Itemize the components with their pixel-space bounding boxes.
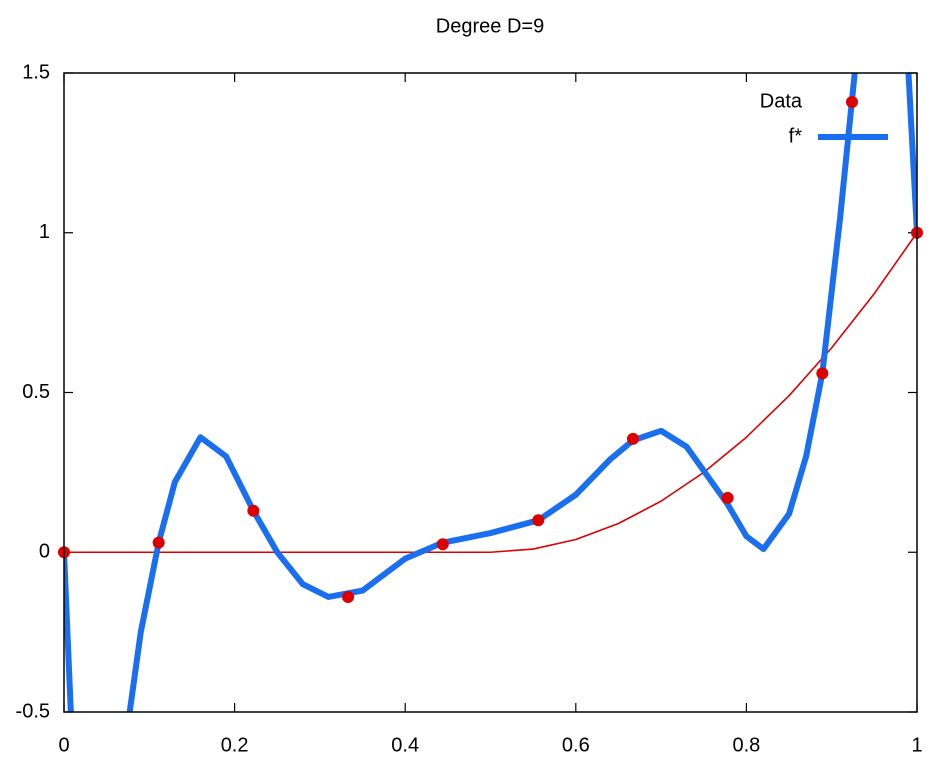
true-curve [64, 232, 917, 554]
x-tick-label: 0 [58, 734, 69, 756]
x-tick-label: 0.4 [391, 734, 419, 756]
x-tick-label: 1 [911, 734, 922, 756]
x-tick-label: 0.8 [732, 734, 760, 756]
data-point [532, 514, 545, 527]
y-tick-label: 1.5 [22, 61, 50, 83]
plot-border [63, 72, 918, 713]
data-point [626, 432, 639, 445]
x-tick-label: 0.2 [221, 734, 249, 756]
data-point [342, 590, 355, 603]
data-point [436, 538, 449, 551]
data-point [152, 536, 165, 549]
y-tick-label: 1 [39, 221, 50, 243]
legend-marker [846, 96, 858, 108]
data-point [247, 504, 260, 517]
x-tick-label: 0.6 [562, 734, 590, 756]
y-tick-label: 0.5 [22, 381, 50, 403]
legend-label: Data [760, 90, 803, 112]
fit-curve [64, 73, 917, 712]
plot-area [64, 73, 917, 712]
data-point [721, 491, 734, 504]
y-tick-label: 0 [39, 541, 50, 563]
legend-label: f* [789, 125, 803, 147]
chart-title: Degree D=9 [436, 15, 544, 37]
data-point [816, 367, 829, 380]
y-tick-label: -0.5 [16, 700, 50, 722]
